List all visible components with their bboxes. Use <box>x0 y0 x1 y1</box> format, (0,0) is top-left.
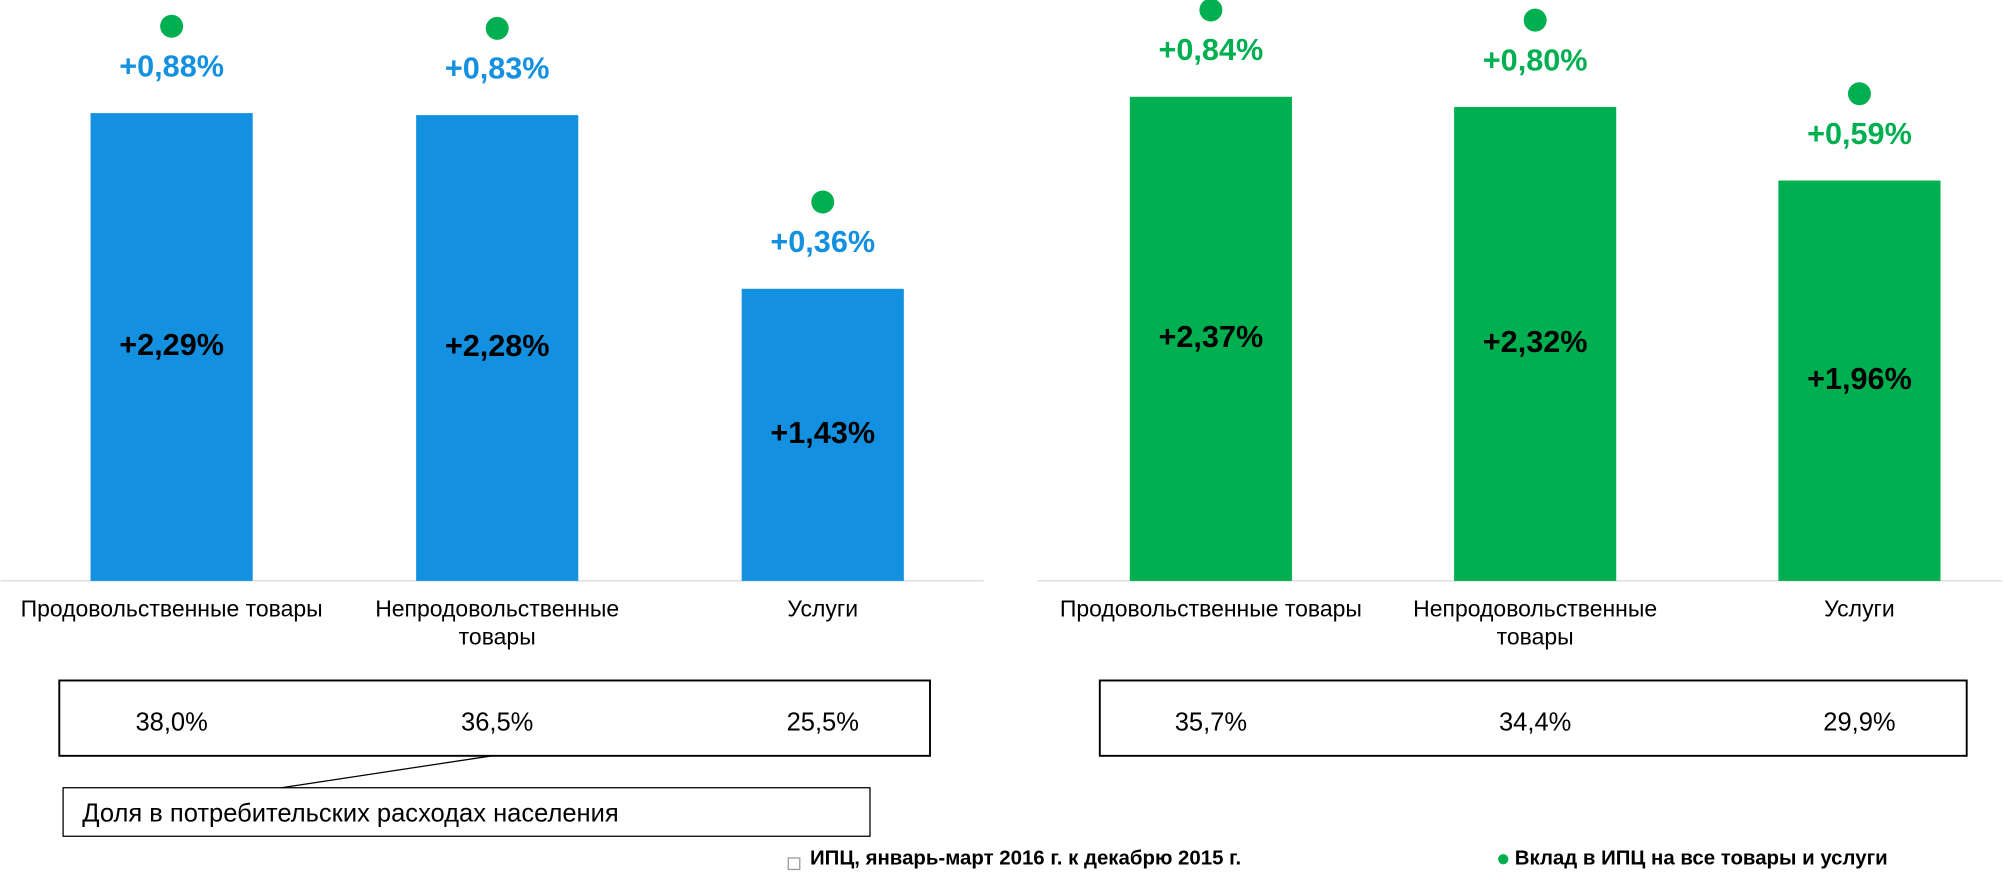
contribution-dot <box>1199 0 1223 22</box>
bar <box>1454 106 1617 581</box>
bar-value-label: +1,43% <box>770 416 875 450</box>
contribution-dot <box>1523 8 1547 32</box>
contribution-label: +0,84% <box>1159 33 1264 67</box>
caption-connector <box>281 755 493 789</box>
bar-value-label: +2,28% <box>445 329 550 363</box>
bar-value-label: +2,32% <box>1483 325 1588 359</box>
category-label: Продовольственные товары <box>21 595 323 621</box>
share-value: 34,4% <box>1499 709 1571 737</box>
bar <box>741 288 904 581</box>
legend-marker <box>1498 854 1509 865</box>
category-label: Непродовольственные товары <box>1413 595 1657 649</box>
share-value: 38,0% <box>135 709 207 737</box>
category-label: Услуги <box>787 595 858 621</box>
contribution-label: +0,88% <box>119 50 224 84</box>
bar <box>416 115 579 581</box>
category-label: Услуги <box>1824 595 1895 621</box>
legend-marker <box>787 857 801 871</box>
contribution-dot <box>1847 82 1871 106</box>
contribution-label: +0,36% <box>770 225 875 259</box>
legend-label: Вклад в ИПЦ на все товары и услуги <box>1515 848 1888 870</box>
contribution-label: +0,83% <box>445 52 550 86</box>
share-caption: Доля в потребительских расходах населени… <box>82 799 618 827</box>
bar-value-label: +2,29% <box>119 328 224 362</box>
legend-label: ИПЦ, январь-март 2016 г. к декабрю 2015 … <box>810 848 1241 870</box>
contribution-dot <box>485 16 509 40</box>
contribution-dot <box>160 14 184 38</box>
category-label: Непродовольственные товары <box>375 595 619 649</box>
bar <box>90 113 253 581</box>
share-value: 29,9% <box>1823 709 1895 737</box>
share-box <box>1098 679 1968 757</box>
share-value: 35,7% <box>1175 709 1247 737</box>
category-label: Продовольственные товары <box>1060 595 1362 621</box>
contribution-dot <box>811 190 835 214</box>
caption-box <box>62 787 871 837</box>
bar <box>1778 180 1941 581</box>
bar-value-label: +2,37% <box>1159 320 1264 354</box>
contribution-label: +0,59% <box>1807 117 1912 151</box>
share-value: 36,5% <box>461 709 533 737</box>
share-value: 25,5% <box>787 709 859 737</box>
share-box <box>58 679 931 757</box>
contribution-label: +0,80% <box>1483 43 1588 77</box>
bar-value-label: +1,96% <box>1807 362 1912 396</box>
bar <box>1129 96 1292 581</box>
